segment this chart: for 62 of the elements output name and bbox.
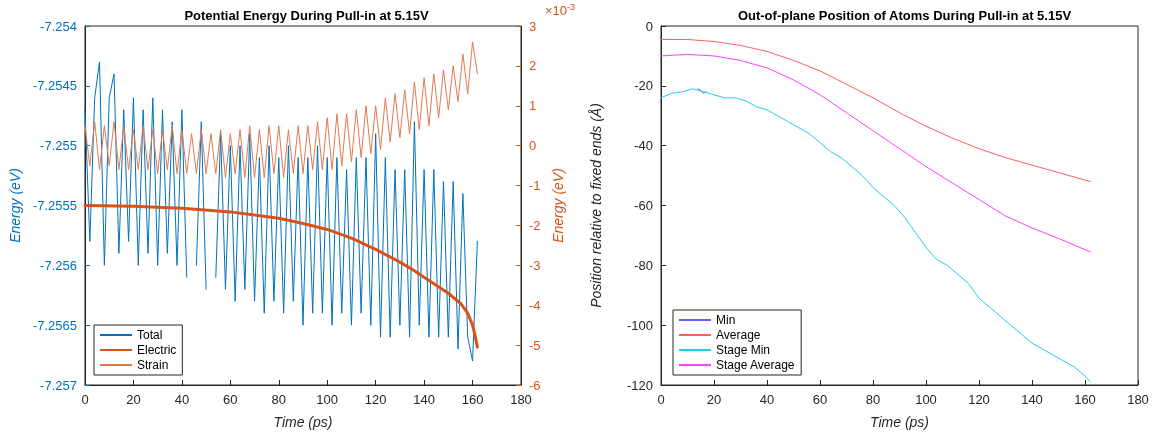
y-axis-title: Energy (eV)	[7, 168, 23, 243]
y2-tick-label: -3	[529, 257, 541, 273]
y-tick-label: -80	[634, 257, 653, 273]
y-tick-label: -7.2555	[32, 198, 77, 213]
legend-label: Stage Average	[716, 358, 795, 372]
x-tick-label: 0	[657, 392, 665, 407]
line-series	[660, 38, 1091, 183]
x-tick-label: 160	[461, 392, 484, 407]
legend-label: Electric	[137, 343, 177, 357]
line-series	[84, 41, 478, 179]
legend-label: Min	[716, 313, 736, 327]
legend-label: Stage Min	[716, 343, 771, 357]
x-tick-label: 100	[316, 392, 339, 407]
x-tick-label: 160	[1074, 392, 1096, 407]
y2-tick-label: 2	[529, 58, 537, 74]
y2-axis-title: Energy (eV)	[550, 168, 567, 243]
y2-tick-label: 0	[529, 138, 537, 154]
x-tick-label: 180	[1127, 392, 1149, 407]
x-tick-label: 40	[759, 392, 775, 407]
y-tick-label: -7.254	[40, 18, 77, 34]
y-tick-label: -7.256	[40, 257, 77, 273]
x-tick-label: 80	[271, 392, 287, 407]
x-tick-label: 140	[1021, 392, 1043, 407]
x-tick-label: 20	[126, 392, 141, 407]
line-series	[660, 53, 1091, 253]
y-tick-label: -7.257	[40, 377, 77, 393]
legend-label: Strain	[137, 358, 169, 372]
y-tick-label: -7.2545	[32, 78, 77, 94]
y2-tick-label: -1	[529, 178, 541, 194]
x-tick-label: 140	[413, 392, 435, 407]
chart-title: Out-of-plane Position of Atoms During Pull-in at 5.15V	[737, 8, 1072, 23]
x-tick-label: 120	[968, 392, 990, 407]
y2-tick-label: -2	[529, 217, 541, 233]
x-axis-title: Time (ps)	[870, 414, 929, 430]
x-tick-label: 100	[915, 392, 937, 407]
legend-label: Total	[137, 328, 163, 342]
y-tick-label: -40	[634, 138, 653, 154]
x-tick-label: 60	[812, 392, 828, 407]
y2-tick-label: 3	[529, 18, 537, 34]
x-tick-label: 20	[706, 392, 722, 407]
x-tick-label: 180	[510, 392, 532, 407]
y-tick-label: -100	[626, 317, 653, 333]
x-tick-label: 60	[223, 392, 238, 407]
y2-tick-label: 1	[529, 98, 537, 114]
line-series	[660, 88, 1091, 383]
chart-title: Potential Energy During Pull-in at 5.15V	[184, 8, 429, 23]
y2-tick-label: -5	[529, 337, 541, 353]
x-tick-label: 0	[81, 392, 89, 407]
x-tick-label: 40	[174, 392, 190, 407]
y-tick-label: -7.255	[40, 138, 77, 154]
y-tick-label: -60	[634, 198, 653, 213]
x-axis-title: Time (ps)	[273, 414, 333, 430]
x-tick-label: 80	[865, 392, 881, 407]
y-tick-label: -20	[634, 78, 653, 94]
x-tick-label: 120	[364, 392, 387, 407]
y-tick-label: -120	[626, 377, 653, 393]
y-axis-title: Position relative to fixed ends (Å)	[588, 103, 604, 308]
y-tick-label: 0	[645, 18, 653, 34]
legend-label: Average	[716, 328, 761, 342]
y2-tick-label: -4	[529, 297, 541, 313]
y2-tick-label: -6	[529, 377, 541, 393]
y-tick-label: -7.2565	[32, 317, 77, 333]
